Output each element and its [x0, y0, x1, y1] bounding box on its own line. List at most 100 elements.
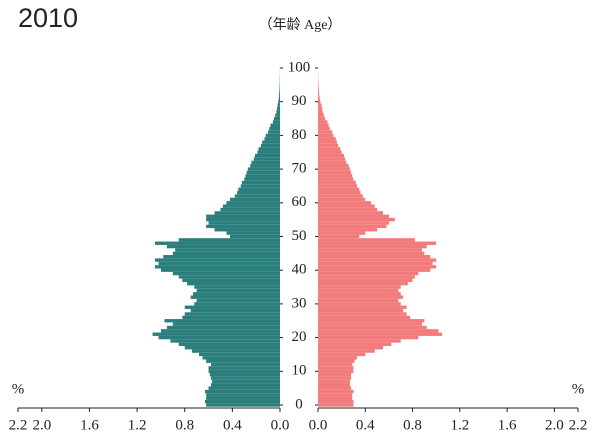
- bar: [214, 211, 280, 215]
- bar: [318, 261, 433, 266]
- bar: [318, 167, 350, 171]
- bar: [318, 383, 350, 387]
- bar: [244, 177, 280, 181]
- bar: [318, 315, 411, 320]
- bar: [318, 281, 408, 286]
- bar: [245, 174, 280, 178]
- bar: [318, 238, 415, 242]
- x-tick-label: 0.0: [271, 417, 290, 433]
- bar: [154, 265, 280, 269]
- bar: [318, 362, 353, 367]
- bar: [318, 356, 357, 360]
- bar: [318, 194, 363, 198]
- bar: [210, 362, 280, 367]
- bar: [206, 214, 280, 218]
- bar: [210, 376, 280, 380]
- bar: [278, 96, 280, 101]
- bar: [318, 268, 431, 272]
- bar: [318, 393, 353, 397]
- bar: [318, 100, 321, 104]
- y-tick-label: 90: [292, 93, 307, 109]
- bar: [268, 130, 280, 134]
- bar: [318, 396, 353, 400]
- bar: [318, 143, 339, 148]
- bar: [208, 386, 280, 390]
- bar: [158, 261, 280, 266]
- y-axis-label: （年龄 Age）: [259, 17, 342, 33]
- bar: [318, 271, 419, 276]
- bar: [318, 130, 333, 134]
- bar: [196, 288, 280, 293]
- bar: [222, 204, 280, 208]
- bar: [318, 86, 319, 90]
- x-tick-label: 2.2: [9, 417, 28, 433]
- bar: [178, 238, 280, 242]
- bar: [318, 89, 319, 94]
- bar: [318, 298, 399, 303]
- bar: [229, 234, 280, 239]
- bar: [318, 96, 320, 101]
- y-tick-label: 40: [292, 262, 307, 278]
- bar: [194, 285, 280, 289]
- bar: [318, 201, 372, 205]
- bar: [318, 103, 322, 107]
- bar: [318, 325, 427, 330]
- x-tick-label: 1.2: [450, 417, 469, 433]
- bar: [220, 207, 280, 212]
- y-tick-label: 70: [292, 161, 307, 177]
- bar: [318, 211, 383, 215]
- bar: [318, 191, 361, 195]
- bar: [208, 369, 280, 373]
- bar: [212, 379, 280, 384]
- bar: [166, 244, 280, 249]
- bar: [318, 184, 357, 188]
- bar: [318, 292, 401, 296]
- bar: [182, 315, 280, 320]
- bar: [318, 255, 431, 259]
- bar: [318, 214, 389, 218]
- bar: [318, 342, 392, 347]
- x-tick-label: 2.0: [32, 417, 51, 433]
- bar: [318, 372, 352, 377]
- bar: [318, 150, 342, 154]
- y-tick-label: 100: [288, 59, 311, 75]
- bar: [274, 116, 280, 121]
- bar: [154, 258, 280, 262]
- bar: [318, 126, 330, 131]
- bar: [154, 241, 280, 245]
- bar: [260, 143, 280, 148]
- bar: [241, 180, 280, 185]
- bar: [318, 187, 360, 192]
- y-tick-label: 0: [295, 396, 303, 412]
- bar: [234, 194, 280, 198]
- bar: [206, 396, 280, 400]
- x-axis-label: %: [12, 381, 25, 397]
- bar: [158, 335, 280, 340]
- bar: [318, 329, 439, 333]
- bar: [318, 399, 354, 404]
- bar: [208, 221, 280, 225]
- bar: [318, 312, 407, 316]
- bar: [318, 278, 413, 282]
- x-tick-label: 1.6: [80, 417, 99, 433]
- y-tick-label: 50: [292, 228, 307, 244]
- bar: [199, 352, 280, 357]
- bar: [318, 335, 419, 340]
- bar: [277, 106, 280, 111]
- x-tick-label: 1.6: [498, 417, 517, 433]
- bar: [250, 164, 280, 168]
- bar: [265, 133, 280, 138]
- bar: [206, 217, 280, 222]
- bar: [318, 295, 404, 299]
- bar: [318, 265, 437, 269]
- bar: [237, 191, 280, 195]
- bar: [214, 228, 280, 232]
- bar: [318, 352, 366, 357]
- x-tick-label: 0.8: [403, 417, 422, 433]
- x-tick-label: 0.8: [175, 417, 194, 433]
- x-axis-label: %: [572, 381, 585, 397]
- bar: [204, 399, 280, 404]
- bar: [246, 170, 280, 175]
